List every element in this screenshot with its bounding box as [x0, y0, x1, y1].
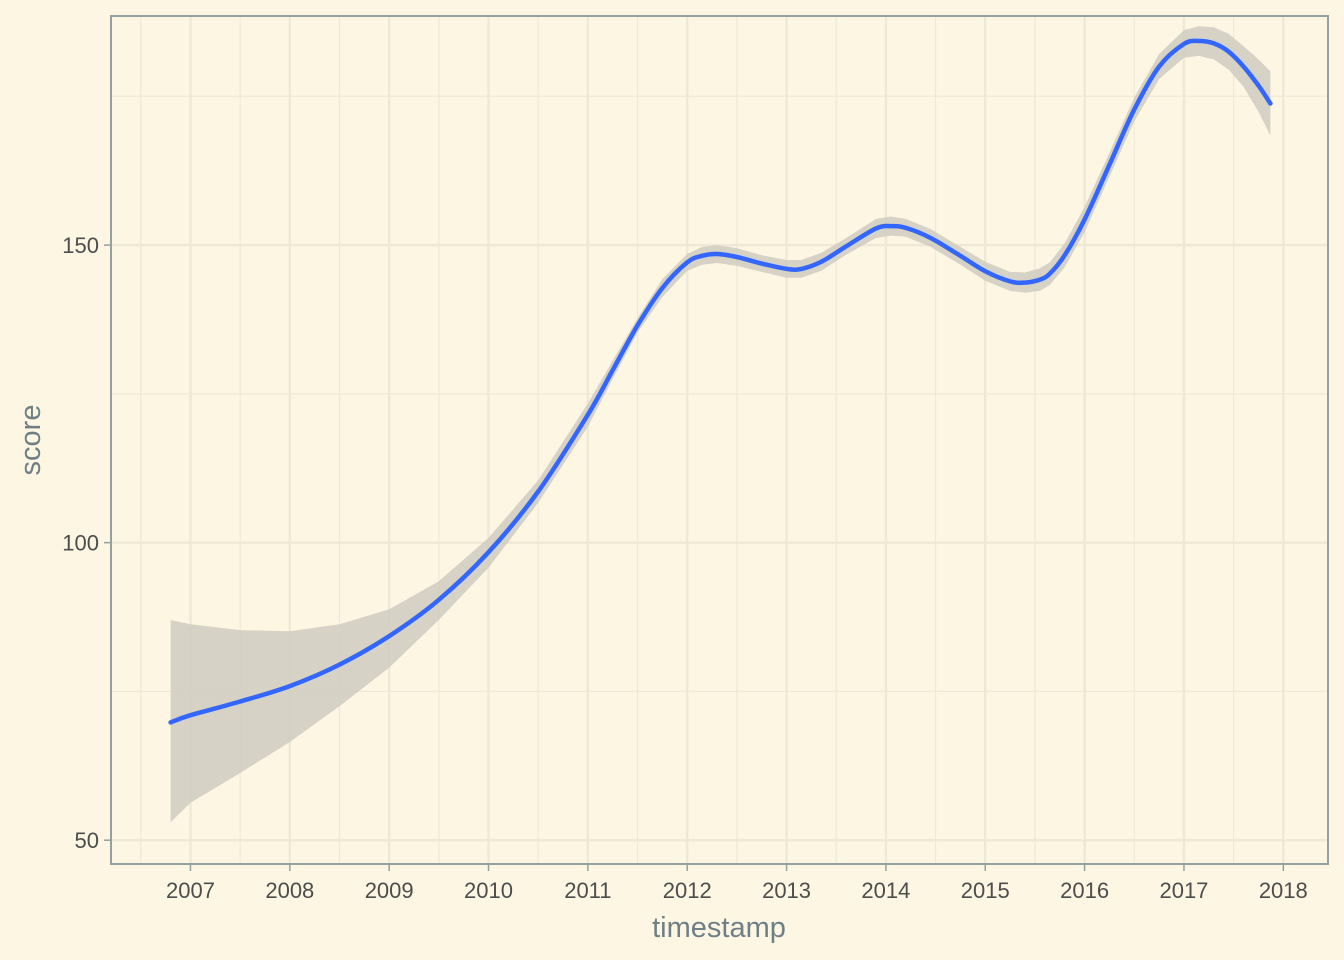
- x-tick-label: 2009: [365, 878, 414, 903]
- x-axis: 2007 2008 2009 2010 2011 2012 2013 2014 2015 2016…: [166, 864, 1308, 903]
- confidence-band: [170, 26, 1271, 823]
- x-tick-label: 2016: [1060, 878, 1109, 903]
- x-tick-label: 2008: [265, 878, 314, 903]
- gridlines: [111, 16, 1328, 864]
- plot-frame: [110, 15, 1329, 865]
- x-tick-label: 2017: [1159, 878, 1208, 903]
- smooth-line: [168, 38, 1273, 725]
- x-tick-label: 2014: [861, 878, 910, 903]
- x-tick-label: 2012: [663, 878, 712, 903]
- trend-line: [168, 38, 1273, 725]
- x-axis-title: timestamp: [652, 912, 786, 944]
- x-tick-label: 2018: [1259, 878, 1308, 903]
- x-tick-label: 2013: [762, 878, 811, 903]
- x-tick-label: 2011: [564, 878, 611, 903]
- x-tick-label: 2007: [166, 878, 215, 903]
- y-axis-title: score: [15, 405, 47, 476]
- y-axis: 50 100 150: [62, 233, 111, 853]
- y-tick-label: 50: [75, 828, 99, 853]
- y-tick-label: 100: [62, 531, 99, 556]
- x-tick-label: 2015: [961, 878, 1010, 903]
- confidence-ribbon: [170, 26, 1271, 823]
- x-tick-label: 2010: [464, 878, 513, 903]
- y-tick-label: 150: [62, 233, 99, 258]
